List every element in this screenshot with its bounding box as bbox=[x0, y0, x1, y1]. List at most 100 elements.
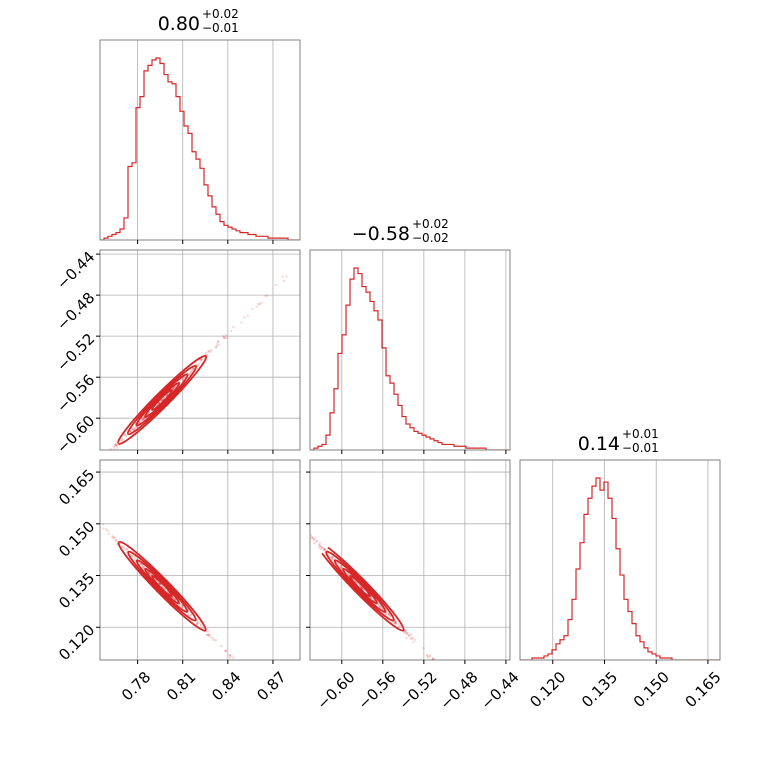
sample-point bbox=[484, 712, 486, 714]
sample-point bbox=[320, 546, 324, 549]
sample-point bbox=[378, 604, 381, 607]
sample-point bbox=[141, 417, 144, 421]
sample-point bbox=[244, 671, 246, 673]
sample-point bbox=[119, 439, 123, 442]
sample-point bbox=[122, 546, 126, 550]
contour-1 bbox=[126, 364, 198, 436]
ytick-label-2-0: 0.120 bbox=[55, 621, 98, 664]
sample-point bbox=[114, 538, 118, 541]
title-1: −0.58 +0.02−0.02 bbox=[352, 217, 449, 245]
sample-point bbox=[405, 636, 408, 640]
sample-point bbox=[162, 396, 166, 399]
sample-point bbox=[306, 531, 308, 533]
title-minus: −0.01 bbox=[202, 21, 239, 35]
sample-point bbox=[407, 634, 411, 638]
sample-point bbox=[312, 537, 315, 540]
sample-point bbox=[438, 665, 440, 667]
panel-frame-1-1 bbox=[309, 249, 511, 451]
sample-point bbox=[200, 358, 203, 361]
sample-point bbox=[385, 612, 388, 615]
sample-point bbox=[323, 548, 327, 551]
sample-point bbox=[139, 562, 142, 566]
sample-point bbox=[301, 525, 303, 527]
ytick-label-1-3: −0.48 bbox=[53, 289, 98, 334]
sample-point bbox=[120, 545, 124, 549]
sample-point bbox=[305, 530, 307, 532]
sample-point bbox=[114, 443, 117, 446]
sample-point bbox=[340, 566, 343, 570]
sample-point bbox=[432, 657, 435, 660]
sample-point bbox=[147, 571, 150, 574]
sample-point bbox=[310, 536, 314, 539]
sample-point bbox=[370, 596, 373, 600]
sample-point bbox=[224, 649, 227, 653]
panel-0-samples bbox=[109, 275, 288, 450]
sample-point bbox=[403, 630, 407, 633]
sample-point bbox=[215, 344, 218, 347]
contour-0 bbox=[116, 354, 208, 446]
sample-point bbox=[142, 417, 145, 421]
sample-point bbox=[192, 366, 195, 370]
sample-point bbox=[130, 553, 133, 556]
sample-point bbox=[387, 613, 390, 616]
sample-point bbox=[101, 523, 105, 526]
sample-point bbox=[297, 519, 299, 521]
sample-point bbox=[229, 329, 233, 333]
sample-point bbox=[422, 646, 425, 650]
sample-point bbox=[87, 510, 89, 512]
sample-point bbox=[215, 345, 218, 349]
sample-point bbox=[360, 585, 363, 589]
sample-point bbox=[425, 653, 429, 656]
sample-point bbox=[384, 612, 387, 616]
sample-point bbox=[171, 596, 174, 599]
sample-point bbox=[272, 698, 274, 700]
sample-point bbox=[205, 351, 208, 355]
sample-point bbox=[255, 305, 258, 308]
sample-point bbox=[257, 302, 260, 306]
sample-point bbox=[140, 418, 144, 422]
sample-point bbox=[206, 633, 209, 637]
sample-point bbox=[140, 419, 143, 423]
sample-point bbox=[285, 275, 288, 278]
sample-point bbox=[104, 528, 108, 531]
sample-point bbox=[186, 612, 189, 615]
sample-point bbox=[141, 417, 145, 420]
sample-point bbox=[129, 430, 133, 433]
sample-point bbox=[339, 566, 343, 569]
histogram-0 bbox=[100, 57, 300, 240]
sample-point bbox=[409, 637, 413, 641]
sample-point bbox=[178, 604, 182, 607]
sample-point bbox=[405, 630, 408, 634]
ytick-label-2-1: 0.135 bbox=[55, 569, 98, 612]
sample-point bbox=[191, 368, 195, 371]
sample-point bbox=[141, 565, 144, 568]
sample-point bbox=[327, 553, 331, 557]
sample-point bbox=[331, 555, 335, 559]
title-minus: −0.02 bbox=[412, 231, 449, 245]
sample-point bbox=[196, 364, 200, 367]
sample-point bbox=[133, 555, 137, 559]
sample-point bbox=[361, 587, 364, 590]
sample-point bbox=[380, 607, 383, 610]
sample-point bbox=[196, 623, 199, 626]
sample-point bbox=[281, 707, 283, 709]
sample-point bbox=[394, 619, 397, 623]
sample-point bbox=[489, 719, 491, 721]
sample-point bbox=[346, 572, 349, 575]
sample-point bbox=[133, 558, 136, 562]
sample-point bbox=[360, 587, 364, 590]
sample-point bbox=[196, 621, 199, 624]
sample-point bbox=[330, 757, 332, 759]
sample-point bbox=[439, 666, 441, 668]
sample-point bbox=[260, 301, 263, 305]
sample-point bbox=[389, 614, 392, 618]
sample-point bbox=[123, 434, 127, 437]
sample-point bbox=[141, 564, 144, 567]
sample-point bbox=[355, 581, 358, 585]
ytick-label-1-2: −0.52 bbox=[53, 330, 98, 375]
xtick-label-2-2: 0.150 bbox=[630, 668, 673, 711]
contour-4 bbox=[151, 575, 173, 598]
title-plus: +0.02 bbox=[202, 7, 239, 21]
sample-point bbox=[330, 555, 334, 559]
sample-point bbox=[240, 321, 243, 324]
